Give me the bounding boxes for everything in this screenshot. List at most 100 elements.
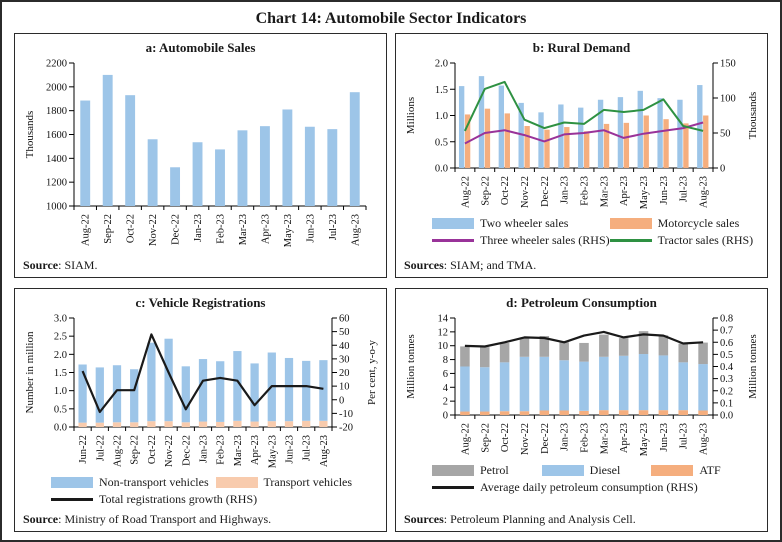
x-tick-label: Oct-22 [500,423,511,452]
panel-vehicle-registrations: c: Vehicle Registrations 0.0 0.5 1.0 1.5 2.0… [14,287,387,532]
left-axis-title: Million tonnes [405,334,417,398]
legend-label: Transport vehicles [263,474,353,489]
svg-text:20: 20 [339,368,350,379]
bar-series [79,74,360,207]
panel-d-legend: Petrol Diesel ATF Average daily petroleum c… [432,463,761,495]
svg-text:0.0: 0.0 [434,164,447,175]
left-axis-title: Thousands [24,111,36,159]
x-tick-label: Aug-22 [80,214,91,246]
panel-c-title: c: Vehicle Registrations [135,294,266,310]
bar-swatch [215,476,258,488]
svg-text:4: 4 [442,382,448,393]
source-text: : Petroleum Planning and Analysis Cell. [443,512,636,526]
svg-text:0.0: 0.0 [720,410,733,421]
x-tick-label: Jan-23 [559,176,570,204]
x-tick-label: Aug-22 [460,176,471,208]
svg-text:1.5: 1.5 [53,368,66,379]
panel-a-chart-wrap: 1000 1200 1400 1600 1800 2000 2200 Aug-22 Sep-22… [21,56,380,252]
x-tick-label: May-23 [639,176,650,209]
legend-item: Total registrations growth (RHS) [51,492,380,507]
svg-text:10: 10 [437,341,448,352]
svg-text:0.1: 0.1 [720,398,733,409]
legend-item: Diesel [541,463,652,478]
source-label: Sources [404,257,444,272]
x-tick-label: Sep-22 [103,214,114,244]
x-tick-label: Feb-23 [215,214,226,244]
bar-swatch [651,464,694,476]
svg-text:2.0: 2.0 [53,349,66,360]
x-tick-label: Oct-22 [125,214,136,243]
line-series [463,80,703,132]
bar-series [459,353,708,412]
x-tick-label: Feb-23 [215,435,226,465]
svg-text:6: 6 [442,368,447,379]
legend-label: Three wheeler sales (RHS) [480,233,610,247]
source-label: Sources [404,512,444,526]
svg-text:2.0: 2.0 [434,59,447,70]
svg-text:1.5: 1.5 [434,85,447,96]
x-tick-label: Mar-23 [237,214,248,245]
x-tick-label: Sep-22 [480,176,491,206]
x-tick-label: Aug-22 [460,423,471,455]
panel-petroleum-consumption: d: Petroleum Consumption 0 2 4 6 8 10 12 14 0.0 0… [395,287,768,532]
legend-label: Tractor sales (RHS) [657,233,754,247]
svg-text:0.6: 0.6 [720,337,733,348]
svg-text:50: 50 [339,327,350,338]
x-tick-label: Dec-22 [181,435,192,466]
svg-text:60: 60 [339,313,350,324]
svg-text:-20: -20 [339,422,353,433]
x-tick-label: Jul-23 [678,176,689,202]
figure-title: Chart 14: Automobile Sector Indicators [255,10,527,27]
line-swatch [609,239,652,242]
panel-d-title: d: Petroleum Consumption [506,294,657,310]
svg-text:0: 0 [442,410,447,421]
svg-text:100: 100 [720,94,736,105]
x-tick-label: Mar-23 [599,176,610,207]
x-tick-label: Mar-23 [599,423,610,454]
x-tick-label: Oct-22 [500,176,511,205]
x-tick-label: Aug-23 [318,435,329,467]
x-tick-label: Nov-22 [519,423,530,455]
bar-series [459,409,708,415]
panel-rural-demand: b: Rural Demand 0.0 0.5 1.0 1.5 2.0 0 50 100 150… [395,33,768,278]
line-series [81,332,324,413]
svg-text:1600: 1600 [46,130,67,141]
legend-label: Average daily petroleum consumption (RHS… [480,479,698,494]
svg-text:1000: 1000 [46,202,67,213]
bar-swatch [432,218,474,229]
panel-b-legend: Two wheeler sales Motorcycle sales Three w… [432,216,761,248]
x-tick-label: Nov-22 [519,176,530,208]
svg-text:-10: -10 [339,408,353,419]
x-tick-label: Jan-23 [193,214,204,242]
svg-text:1200: 1200 [46,178,67,189]
x-tick-label: Jul-23 [327,214,338,240]
line-swatch [432,239,474,242]
svg-text:0.5: 0.5 [53,404,66,415]
vehicle-registrations-chart: 0.0 0.5 1.0 1.5 2.0 2.5 3.0 -20 -10 0 10 20 30 40 50 60… [24,313,378,468]
left-axis-title: Number in million [24,331,36,413]
source-text: : Ministry of Road Transport and Highway… [58,512,272,526]
legend-item: Petrol [432,463,542,478]
x-tick-label: Jul-23 [301,435,312,461]
svg-text:2200: 2200 [46,59,67,70]
x-tick-label: Dec-22 [539,423,550,454]
x-tick-label: Sep-22 [129,435,140,465]
legend-item: ATF [651,463,761,478]
panels-grid: a: Automobile Sales 1000 1200 1400 1600 1800… [14,33,768,532]
svg-text:1.0: 1.0 [53,386,66,397]
rural-demand-chart: 0.0 0.5 1.0 1.5 2.0 0 50 100 150 Aug-22 Sep-22 Oct-… [405,59,759,210]
svg-text:40: 40 [339,340,350,351]
line-series [463,121,703,145]
svg-text:0.7: 0.7 [720,325,733,336]
x-tick-label: May-23 [282,214,293,247]
bar-swatch [432,464,474,476]
x-tick-label: Jul-23 [678,423,689,449]
panel-a-title: a: Automobile Sales [145,40,256,55]
left-axis-title: Millions [405,97,417,134]
panel-c-source: Source: Ministry of Road Transport and H… [21,510,380,527]
svg-text:0: 0 [339,395,344,406]
x-tick-label: Jun-23 [658,176,669,205]
x-tick-label: Sep-22 [480,423,491,453]
line-swatch [432,485,474,489]
svg-text:0.5: 0.5 [720,349,733,360]
